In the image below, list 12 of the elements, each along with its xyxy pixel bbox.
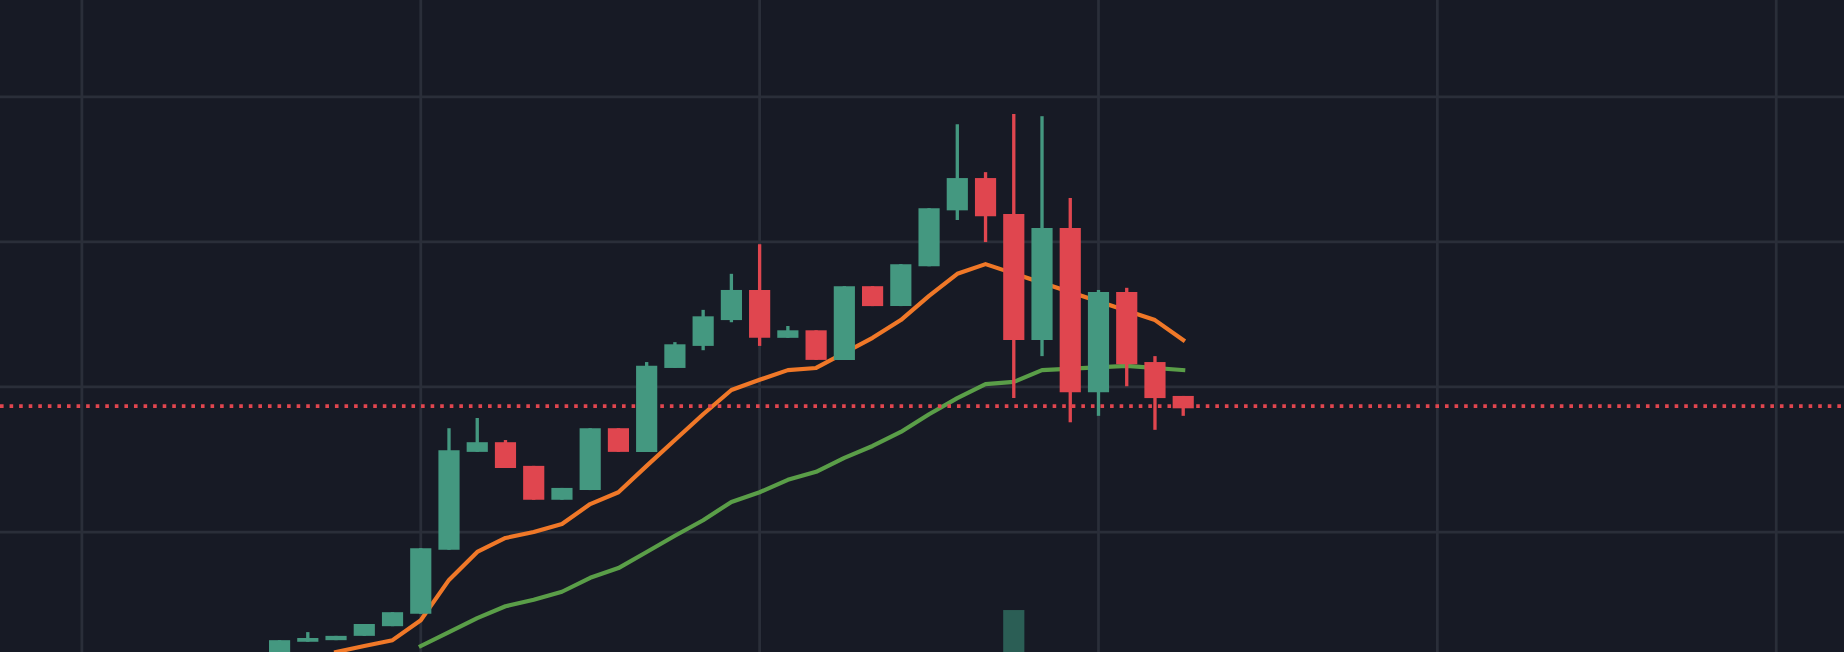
candlestick [720,272,742,324]
candlestick [494,438,517,470]
candlestick [946,122,968,222]
candlestick [664,340,686,370]
candlestick [974,170,997,244]
candlestick [466,416,488,454]
candlestick [607,426,630,454]
candlestick [692,308,714,352]
candlestick [890,262,912,308]
candlestick [805,328,827,362]
candlestick [749,242,771,348]
candlestick [523,464,545,502]
